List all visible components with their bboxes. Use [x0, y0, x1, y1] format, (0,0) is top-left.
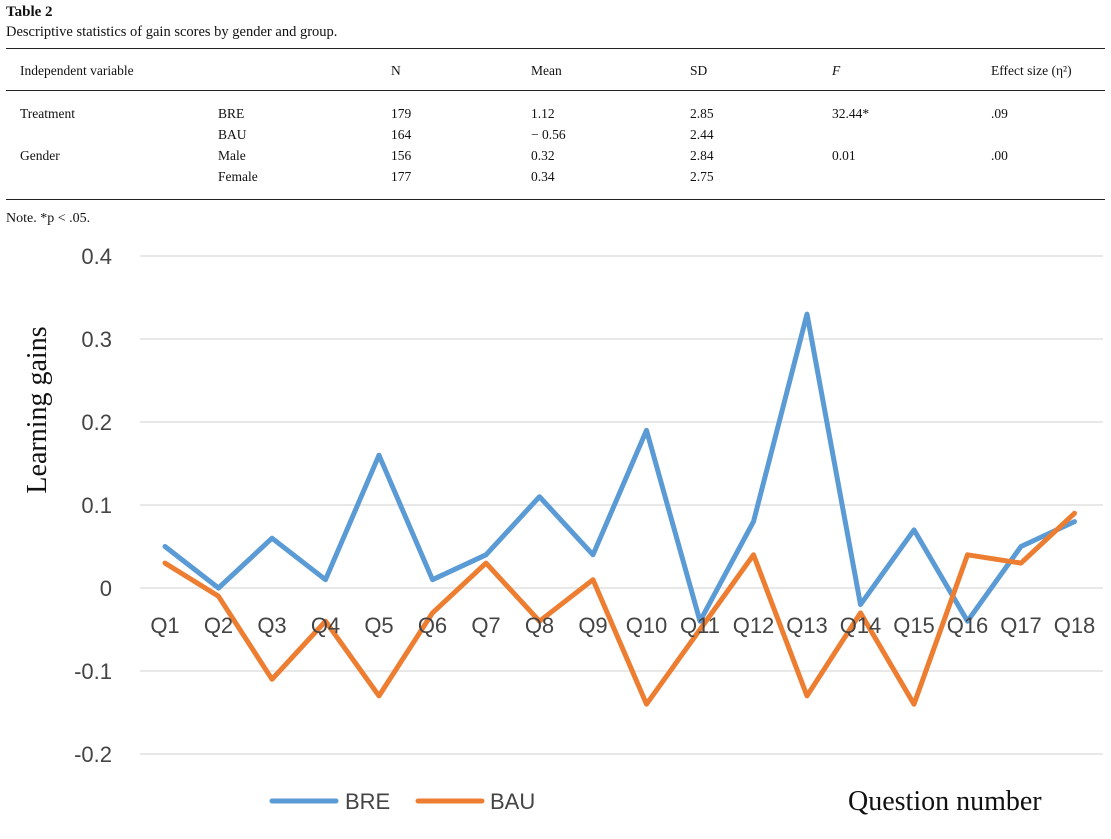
y-tick-label: 0.1 [81, 493, 112, 518]
row-variable: Treatment [20, 106, 75, 121]
table-top-rule [6, 48, 1105, 49]
header-effect-size: Effect size (η²) [991, 63, 1072, 78]
x-tick-label: Q9 [578, 613, 607, 638]
y-tick-label: 0.3 [81, 327, 112, 352]
x-tick-label: Q5 [364, 613, 393, 638]
header-f: F [832, 63, 841, 78]
x-tick-label: Q13 [786, 613, 828, 638]
table-caption: Descriptive statistics of gain scores by… [6, 24, 338, 40]
row-level: Female [218, 169, 258, 184]
y-tick-label: -0.1 [74, 659, 112, 684]
legend-label: BAU [490, 789, 535, 814]
x-tick-label: Q10 [626, 613, 668, 638]
row-f: 32.44* [832, 106, 870, 121]
row-mean: 1.12 [531, 106, 555, 121]
row-variable: Gender [20, 148, 60, 163]
row-level: BAU [218, 127, 247, 142]
y-tick-label: 0.2 [81, 410, 112, 435]
table-note: Note. *p < .05. [6, 211, 91, 226]
row-sd: 2.75 [690, 169, 714, 184]
y-tick-label: -0.2 [74, 742, 112, 767]
row-n: 164 [391, 127, 412, 142]
x-tick-label: Q4 [311, 613, 340, 638]
row-effect: .09 [991, 106, 1008, 121]
x-tick-label: Q16 [947, 613, 989, 638]
row-n: 179 [391, 106, 412, 121]
row-mean: 0.32 [531, 148, 555, 163]
table-bottom-rule [6, 199, 1105, 200]
y-tick-label: 0.4 [81, 244, 112, 269]
series-line-bau [162, 510, 1077, 707]
header-n: N [391, 63, 401, 78]
x-tick-label: Q11 [680, 613, 720, 638]
x-tick-label: Q1 [150, 613, 179, 638]
row-n: 156 [391, 148, 412, 163]
x-tick-label: Q7 [471, 613, 500, 638]
table-header-rule [6, 90, 1105, 91]
x-tick-label: Q17 [1000, 613, 1042, 638]
header-sd: SD [690, 63, 708, 78]
x-tick-label: Q3 [257, 613, 286, 638]
x-tick-label: Q6 [418, 613, 447, 638]
x-tick-label: Q15 [893, 613, 935, 638]
row-f: 0.01 [832, 148, 856, 163]
x-tick-label: Q8 [525, 613, 554, 638]
table-title: Table 2 [6, 4, 53, 20]
row-level: Male [218, 148, 246, 163]
series-line-bre [162, 311, 1077, 624]
x-tick-label: Q12 [733, 613, 775, 638]
table-block: Table 2 Descriptive statistics of gain s… [6, 3, 1106, 41]
y-tick-label: 0 [100, 576, 112, 601]
x-axis-label: Question number [848, 786, 1042, 817]
row-sd: 2.84 [690, 148, 714, 163]
row-mean: 0.34 [531, 169, 555, 184]
row-mean: − 0.56 [531, 127, 566, 142]
header-independent-variable: Independent variable [20, 63, 134, 78]
legend-label: BRE [345, 789, 390, 814]
header-mean: Mean [531, 63, 562, 78]
row-n: 177 [391, 169, 412, 184]
row-effect: .00 [991, 148, 1008, 163]
row-level: BRE [218, 106, 245, 121]
row-sd: 2.85 [690, 106, 714, 121]
x-tick-label: Q14 [840, 613, 882, 638]
y-axis-label: Learning gains [22, 326, 53, 493]
x-tick-label: Q18 [1054, 613, 1096, 638]
x-tick-label: Q2 [204, 613, 233, 638]
row-sd: 2.44 [690, 127, 714, 142]
